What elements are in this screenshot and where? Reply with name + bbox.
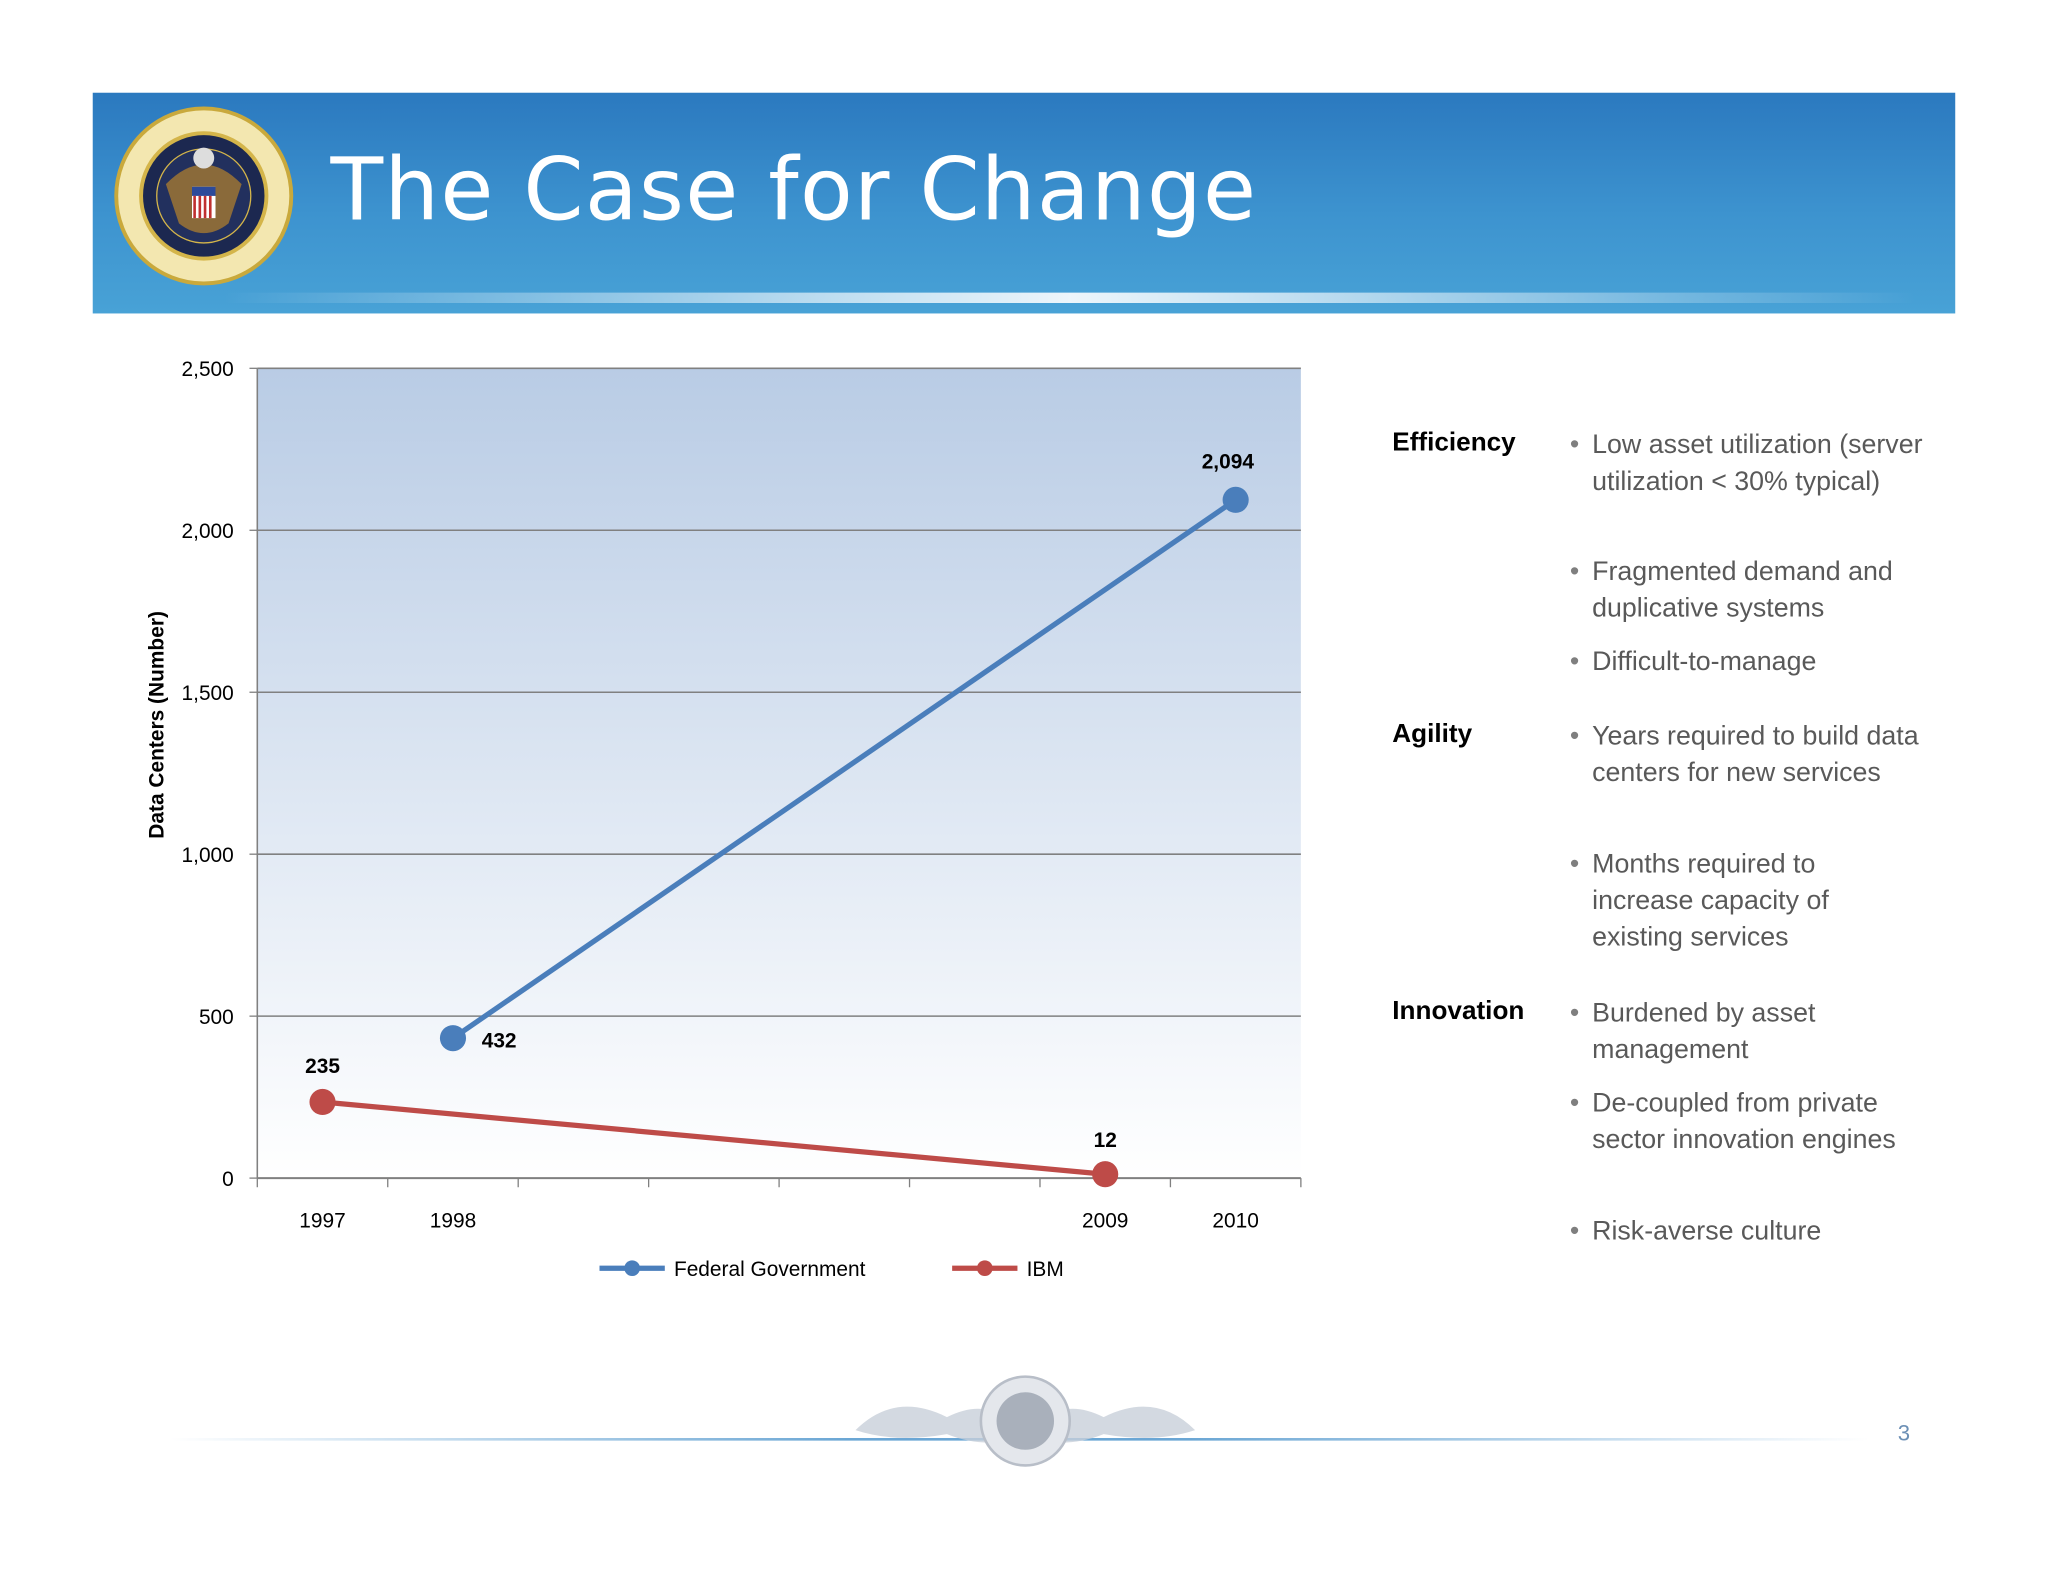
bullet-icon: •	[1569, 646, 1580, 677]
legend-marker	[976, 1260, 993, 1277]
bullet-icon: •	[1569, 997, 1580, 1028]
x-tick-label: 2010	[1212, 1210, 1258, 1233]
bullet-item: • Burdened by asset management	[1570, 995, 1923, 1068]
section-label: Innovation	[1392, 996, 1525, 1026]
y-tick-label: 0	[222, 1168, 234, 1191]
y-axis-label: Data Centers (Number)	[146, 611, 169, 839]
data-label: 12	[1094, 1129, 1117, 1152]
data-label: 2,094	[1202, 450, 1255, 473]
header-streak	[223, 292, 1917, 304]
x-tick-label: 1998	[430, 1210, 476, 1233]
bullet-item: • De-coupled from private sector innovati…	[1570, 1085, 1923, 1158]
bullet-text: Risk-averse culture	[1592, 1215, 1822, 1247]
bullet-icon: •	[1569, 1087, 1580, 1119]
y-tick-label: 2,000	[182, 520, 234, 543]
data-point	[309, 1088, 336, 1116]
bullet-text: Months required to increase capacity of …	[1592, 848, 1829, 953]
bullet-icon: •	[1569, 556, 1580, 587]
bullet-text: Burdened by asset management	[1592, 997, 1816, 1065]
data-point	[439, 1025, 467, 1052]
bullet-icon: •	[1569, 1215, 1580, 1247]
bullet-item: • Fragmented demand and duplicative syste…	[1570, 554, 1923, 627]
data-label: 235	[305, 1055, 340, 1078]
section-label: Efficiency	[1392, 428, 1516, 458]
legend-marker	[624, 1260, 640, 1277]
series-line-federal-government	[451, 497, 1238, 1041]
y-tick-label: 500	[199, 1006, 234, 1029]
bullet-text: Fragmented demand and duplicative system…	[1592, 556, 1893, 624]
y-tick-label: 1,500	[182, 682, 234, 705]
bullet-item: • Months required to increase capacity of…	[1570, 846, 1923, 956]
bullet-icon: •	[1569, 720, 1580, 752]
footer-seal-ornament-logo	[855, 1375, 1196, 1467]
plot-area	[257, 368, 1301, 1179]
bullet-text: Low asset utilization (server utilizatio…	[1592, 429, 1923, 497]
bullet-item: • Low asset utilization (server utilizati…	[1570, 427, 1923, 500]
section-label: Agility	[1392, 719, 1473, 749]
legend-label: Federal Government	[674, 1258, 866, 1281]
bullet-item: • Years required to build data centers fo…	[1570, 718, 1923, 791]
bullet-item: • Difficult-to-manage	[1570, 644, 1923, 681]
bullet-text: Difficult-to-manage	[1592, 646, 1817, 677]
bullet-icon: •	[1569, 848, 1580, 880]
bullet-text: De-coupled from private sector innovatio…	[1592, 1087, 1896, 1155]
bullet-icon: •	[1569, 429, 1580, 460]
data-label: 432	[482, 1029, 517, 1052]
legend-label: IBM	[1027, 1258, 1064, 1281]
page-number: 3	[1897, 1421, 1911, 1446]
data-point	[1222, 486, 1249, 513]
bullet-item: • Risk-averse culture	[1570, 1213, 1923, 1250]
x-tick-label: 1997	[299, 1210, 345, 1233]
x-tick-label: 2009	[1082, 1210, 1128, 1233]
series-line-ibm	[322, 1099, 1106, 1177]
omb-seal-logo	[114, 106, 294, 286]
y-tick-label: 1,000	[182, 844, 234, 867]
slide-header: The Case for Change	[92, 92, 1956, 314]
y-tick-label: 2,500	[182, 358, 234, 381]
bullet-text: Years required to build data centers for…	[1592, 720, 1919, 788]
page-title: The Case for Change	[330, 139, 1258, 241]
data-point	[1092, 1161, 1119, 1188]
